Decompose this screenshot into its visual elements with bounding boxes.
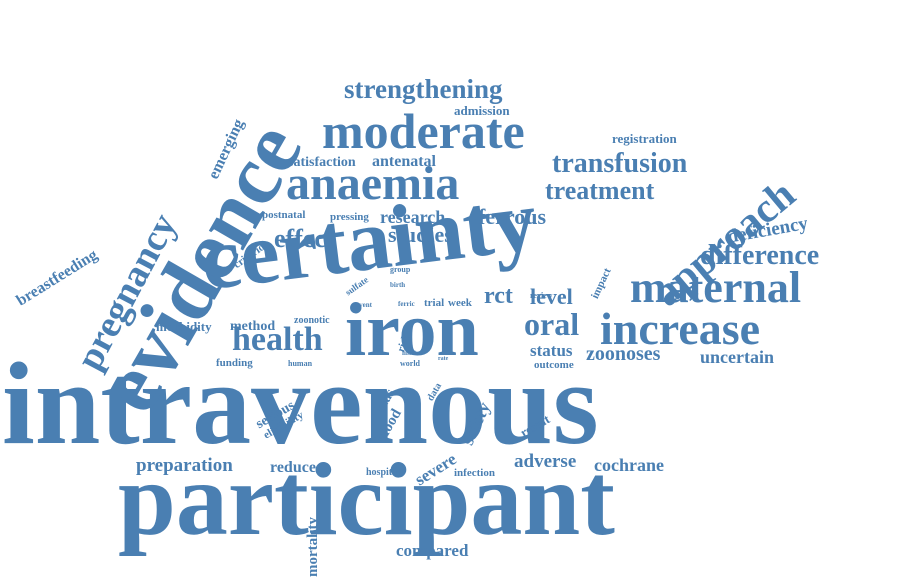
word-week: week	[448, 297, 472, 309]
word-impact: impact	[589, 266, 614, 301]
word-zoonoses: zoonoses	[586, 343, 661, 365]
word-satisfaction: satisfaction	[288, 155, 356, 170]
word-most: most	[402, 349, 417, 357]
word-funding: funding	[216, 357, 253, 369]
word-difference: difference	[700, 240, 820, 271]
word-treatment: treatment	[545, 176, 655, 205]
word-rct: rct	[484, 283, 513, 309]
word-reduce: reduce	[270, 459, 316, 476]
word-registration: registration	[612, 131, 677, 146]
word-moderate: moderate	[322, 103, 525, 159]
word-postnatal: postnatal	[262, 209, 306, 221]
word-group: group	[390, 265, 411, 274]
word-world: world	[400, 359, 420, 368]
word-event: event	[356, 301, 372, 309]
word-ferrous: ferrous	[478, 204, 547, 229]
word-pressing: pressing	[330, 211, 369, 223]
word-participant: participant	[118, 442, 615, 557]
word-outcome: outcome	[534, 359, 574, 371]
word-animal: animal	[373, 326, 382, 350]
word-compared: compared	[396, 541, 469, 560]
word-transfusion: transfusion	[552, 148, 688, 179]
word-status: status	[530, 341, 573, 360]
word-uncertain: uncertain	[700, 347, 774, 367]
word-breastfeeding: breastfeeding	[13, 246, 101, 310]
word-research: research	[380, 207, 446, 227]
word-trial: trial	[424, 297, 445, 309]
word-ferric: ferric	[398, 300, 415, 308]
word-iron: iron	[345, 288, 479, 372]
word-preparation: preparation	[136, 455, 233, 476]
word-zoonotic: zoonotic	[294, 315, 330, 326]
word-admission: admission	[454, 103, 510, 118]
word-effect: effect	[274, 224, 335, 253]
word-oral: oral	[524, 306, 580, 342]
word-antenatal: antenatal	[372, 153, 436, 170]
word-health: health	[232, 321, 323, 358]
word-increase: increase	[600, 303, 761, 354]
word-level: level	[530, 284, 573, 309]
word-mortality: mortality	[305, 517, 321, 577]
word-review: review	[530, 291, 553, 300]
word-intravenous: intravenous	[2, 338, 599, 469]
word-human: human	[288, 359, 313, 368]
word-studies: studies	[388, 222, 453, 247]
word-strengthening: strengthening	[344, 74, 503, 104]
word-maternal: maternal	[630, 263, 802, 312]
word-anaemia: anaemia	[286, 157, 460, 210]
word-cochrane: cochrane	[594, 455, 664, 475]
word-adverse: adverse	[514, 451, 577, 472]
word-hospital: hospital	[366, 467, 400, 478]
word-method: method	[230, 319, 276, 334]
word-morbidity: morbidity	[156, 319, 212, 334]
word-infection: infection	[454, 467, 495, 479]
word-rate: rate	[438, 356, 449, 362]
word-birth: birth	[390, 281, 406, 289]
